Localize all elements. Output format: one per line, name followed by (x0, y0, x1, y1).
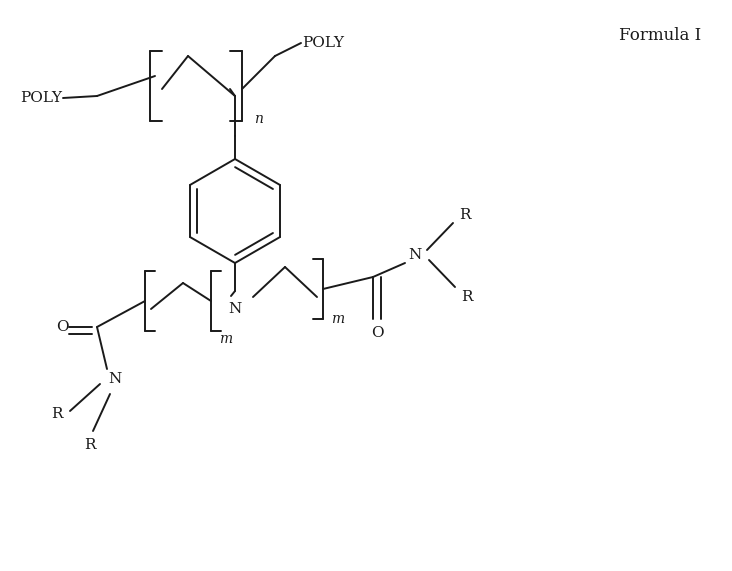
Text: R: R (51, 407, 63, 421)
Text: N: N (108, 372, 122, 386)
Text: m: m (331, 312, 344, 326)
Text: O: O (56, 320, 68, 334)
Text: N: N (408, 248, 422, 262)
Text: O: O (370, 326, 384, 340)
Text: R: R (459, 208, 471, 222)
Text: m: m (219, 332, 232, 346)
Text: N: N (228, 302, 242, 316)
Text: POLY: POLY (20, 91, 62, 105)
Text: POLY: POLY (302, 36, 344, 50)
Text: R: R (84, 438, 96, 452)
Text: R: R (461, 290, 473, 304)
Text: Formula I: Formula I (619, 27, 701, 45)
Text: n: n (254, 112, 263, 126)
